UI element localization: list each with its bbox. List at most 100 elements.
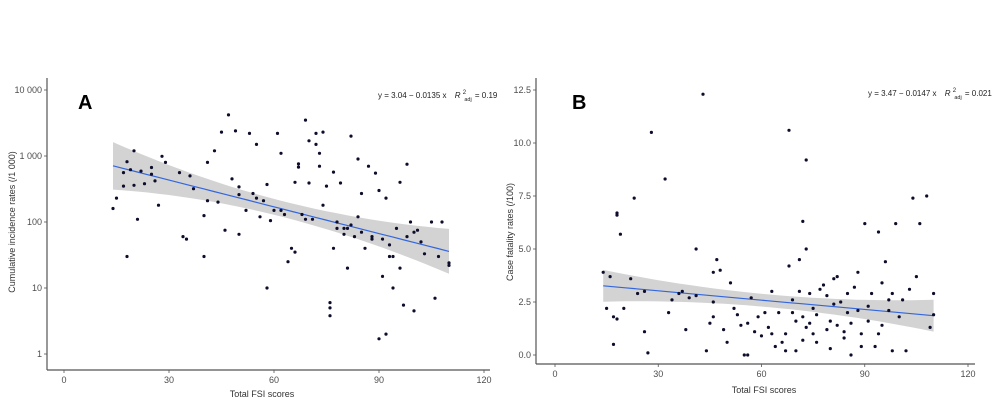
data-point <box>279 208 283 212</box>
data-point <box>770 289 774 293</box>
data-point <box>338 181 343 185</box>
data-point <box>815 340 819 344</box>
x-tick-label: 60 <box>756 369 766 379</box>
data-point <box>894 222 898 226</box>
data-point <box>811 332 815 336</box>
data-point <box>314 131 318 135</box>
panel-b-axes: 0 30 60 90 120 0.0 2.5 5.0 7.5 10.0 12.5 <box>513 78 976 379</box>
data-point <box>223 228 227 232</box>
data-point <box>181 235 185 239</box>
data-point <box>345 266 350 270</box>
data-point <box>794 319 798 323</box>
data-point <box>904 349 908 353</box>
data-point <box>711 300 715 304</box>
data-point <box>677 291 681 296</box>
data-point <box>887 298 891 302</box>
data-point <box>373 171 378 175</box>
data-point <box>415 228 420 232</box>
data-point <box>447 261 451 265</box>
data-point <box>890 291 894 296</box>
data-point <box>759 334 764 338</box>
data-point <box>808 291 812 296</box>
data-point <box>296 165 301 169</box>
data-point <box>907 287 912 291</box>
panel-a-x-axis-label: Total FSI scores <box>230 389 295 399</box>
data-point <box>275 131 280 135</box>
data-point <box>307 181 311 185</box>
data-point <box>447 263 451 267</box>
data-point <box>646 351 650 355</box>
data-point <box>784 332 788 336</box>
data-point <box>401 303 406 307</box>
data-point <box>202 214 206 218</box>
data-point <box>177 171 182 175</box>
data-point <box>622 306 626 310</box>
data-point <box>300 212 304 217</box>
data-point <box>618 232 623 236</box>
data-point <box>394 226 399 230</box>
y-tick-label: 10 <box>32 283 42 293</box>
data-point <box>842 336 846 340</box>
data-point <box>825 294 829 298</box>
data-point <box>770 332 774 336</box>
y-tick-label: 10.0 <box>513 138 531 148</box>
data-point <box>883 260 888 264</box>
data-point <box>711 270 715 274</box>
data-point <box>804 158 808 162</box>
data-point <box>216 200 220 204</box>
data-point <box>212 149 217 153</box>
data-point <box>608 275 612 279</box>
data-point <box>753 330 757 334</box>
data-point <box>642 330 647 334</box>
data-point <box>265 286 269 290</box>
data-point <box>321 203 325 207</box>
data-point <box>205 160 210 164</box>
data-point <box>787 264 791 268</box>
data-point <box>370 237 374 241</box>
data-point <box>611 342 616 346</box>
data-point <box>804 247 808 251</box>
data-point <box>763 311 767 315</box>
y-tick-label: 10 000 <box>14 85 42 95</box>
data-point <box>342 232 346 236</box>
data-point <box>615 213 619 217</box>
data-point <box>801 338 805 342</box>
data-point <box>349 134 353 138</box>
data-point <box>184 237 189 241</box>
data-point <box>777 311 781 315</box>
data-point <box>859 344 863 349</box>
data-point <box>718 268 722 272</box>
data-point <box>237 232 241 236</box>
data-point <box>293 180 297 184</box>
data-point <box>380 274 385 278</box>
data-point <box>237 193 241 197</box>
data-point <box>605 306 609 310</box>
data-point <box>794 349 798 353</box>
data-point <box>251 191 255 196</box>
data-point <box>901 298 905 302</box>
data-point <box>880 281 884 285</box>
panel-b-regression-line <box>603 285 934 317</box>
panel-a-regression-line <box>112 165 450 252</box>
data-point <box>303 217 308 221</box>
data-point <box>815 313 819 317</box>
data-point <box>880 323 884 327</box>
data-point <box>694 247 698 251</box>
data-point <box>918 222 922 226</box>
data-point <box>611 315 616 319</box>
panel-b-y-axis-label: Case fatality rates (/100) <box>505 183 515 281</box>
data-point <box>932 313 936 317</box>
data-point <box>670 298 674 302</box>
x-tick-label: 120 <box>476 375 491 385</box>
data-point <box>387 243 392 247</box>
confidence-band <box>113 142 449 274</box>
data-point <box>746 321 750 325</box>
data-point <box>387 254 392 259</box>
data-point <box>870 291 874 296</box>
data-point <box>132 183 136 187</box>
data-point <box>412 309 416 313</box>
data-point <box>876 332 881 336</box>
data-point <box>342 226 346 230</box>
